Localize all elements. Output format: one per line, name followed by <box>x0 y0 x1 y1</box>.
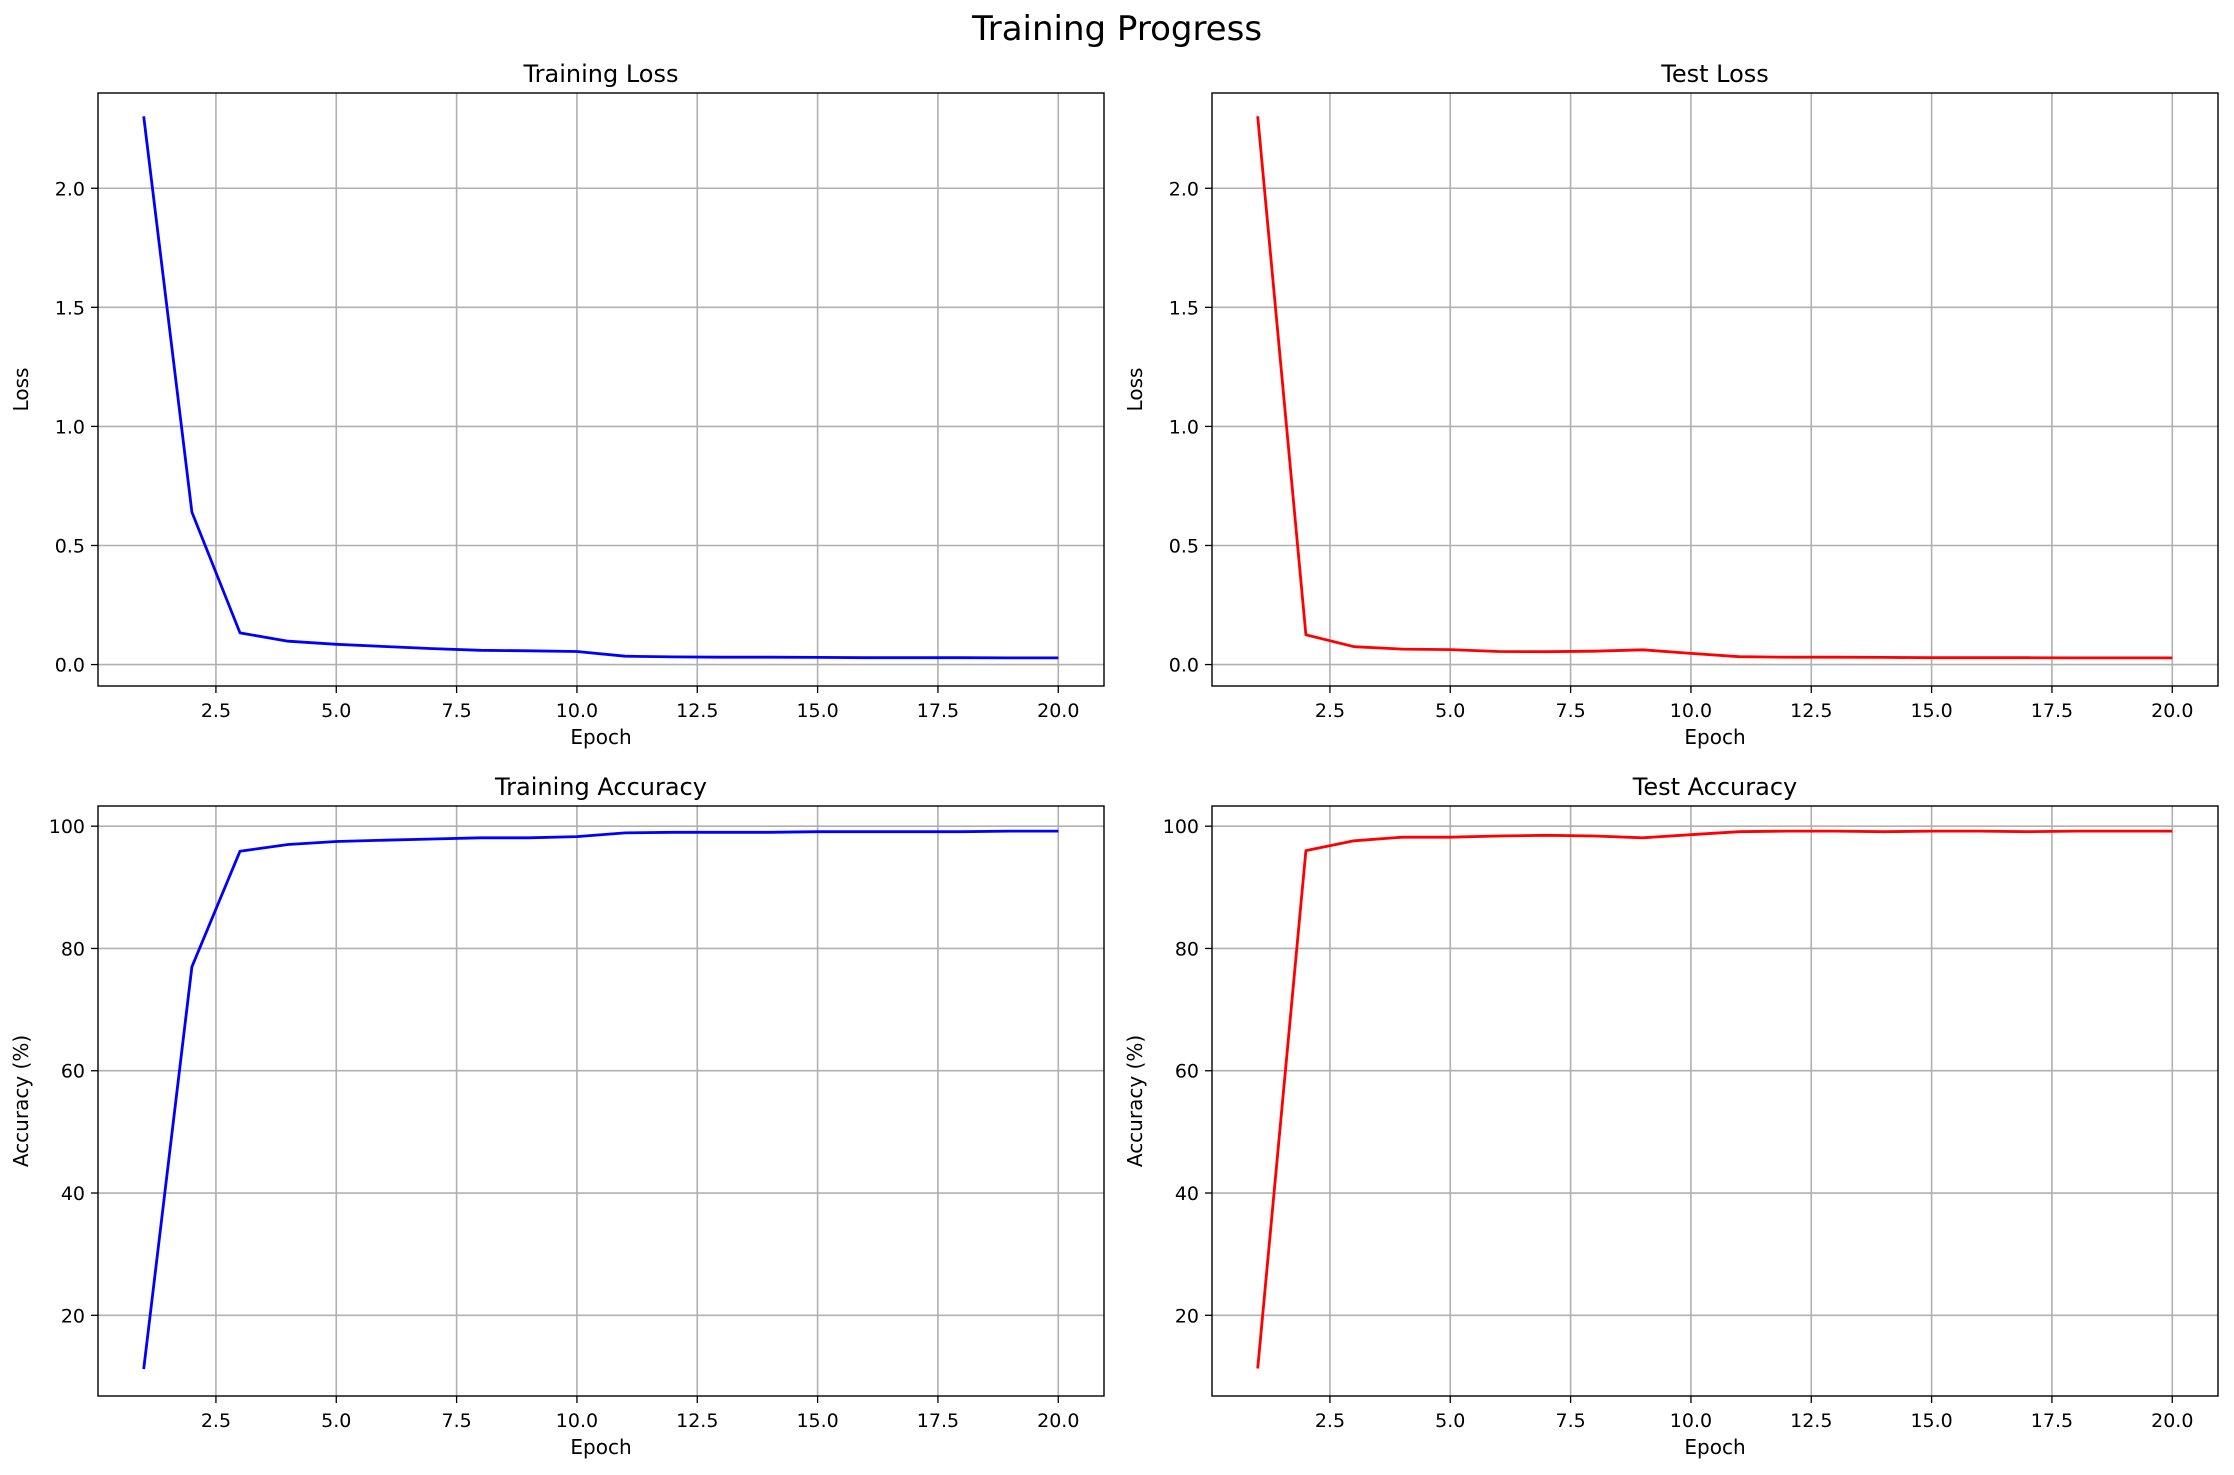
x-tick-label: 15.0 <box>796 700 838 722</box>
x-tick-label: 20.0 <box>2151 1410 2193 1432</box>
x-tick-label: 7.5 <box>1555 1410 1585 1432</box>
x-tick-label: 2.5 <box>201 1410 231 1432</box>
x-tick-label: 17.5 <box>917 1410 959 1432</box>
x-tick-label: 17.5 <box>917 700 959 722</box>
y-tick-label: 100 <box>1163 816 1199 838</box>
series-line <box>142 116 1059 660</box>
x-axis-label: Epoch <box>570 725 631 749</box>
x-tick-label: 5.0 <box>1435 1410 1465 1432</box>
x-tick-label: 2.5 <box>201 700 231 722</box>
axes-title: Training Accuracy <box>494 773 707 801</box>
y-axis-label: Loss <box>1123 368 1147 412</box>
y-tick-label: 20 <box>61 1305 85 1327</box>
x-tick-label: 2.5 <box>1315 700 1345 722</box>
x-tick-label: 15.0 <box>1910 700 1952 722</box>
x-tick-label: 10.0 <box>1670 1410 1712 1432</box>
axes-frame <box>97 805 1105 1397</box>
x-tick-label: 7.5 <box>441 700 471 722</box>
training-accuracy-panel: 2.5 5.0 7.5 10.0 12.5 15.0 17.5 20.0 20 40 60 80 100… <box>9 773 1105 1459</box>
series-line <box>142 829 1059 1370</box>
y-tick-label: 60 <box>1175 1061 1199 1083</box>
x-tick-label: 10.0 <box>1670 700 1712 722</box>
x-tick-label: 5.0 <box>321 1410 351 1432</box>
y-tick-label: 20 <box>1175 1305 1199 1327</box>
x-axis-label: Epoch <box>1684 725 1745 749</box>
x-axis-label: Epoch <box>1684 1435 1745 1459</box>
test-loss-panel: 2.5 5.0 7.5 10.0 12.5 15.0 17.5 20.0 0.0 0.5 1.0 1.… <box>1123 60 2219 749</box>
y-tick-label: 60 <box>61 1061 85 1083</box>
y-tick-label: 40 <box>1175 1183 1199 1205</box>
axes-frame <box>1211 805 2219 1397</box>
x-tick-label: 10.0 <box>556 1410 598 1432</box>
x-tick-label: 17.5 <box>2031 1410 2073 1432</box>
x-tick-label: 12.5 <box>676 1410 718 1432</box>
y-tick-label: 0.5 <box>55 535 85 557</box>
y-tick-label: 2.0 <box>55 178 85 200</box>
figure-title: Training Progress <box>971 9 1262 49</box>
y-tick-label: 1.5 <box>1169 297 1199 319</box>
x-tick-label: 7.5 <box>1555 700 1585 722</box>
test-accuracy-panel: 2.5 5.0 7.5 10.0 12.5 15.0 17.5 20.0 20 40 60 80 100… <box>1123 773 2219 1459</box>
y-tick-label: 80 <box>61 938 85 960</box>
x-tick-label: 12.5 <box>1790 1410 1832 1432</box>
x-tick-label: 17.5 <box>2031 700 2073 722</box>
y-axis-label: Accuracy (%) <box>9 1035 33 1167</box>
x-tick-label: 7.5 <box>441 1410 471 1432</box>
y-tick-label: 1.5 <box>55 297 85 319</box>
axes-title: Training Loss <box>523 60 679 88</box>
x-tick-label: 15.0 <box>1910 1410 1952 1432</box>
y-tick-label: 80 <box>1175 938 1199 960</box>
y-axis-label: Accuracy (%) <box>1123 1035 1147 1167</box>
x-tick-label: 20.0 <box>1037 700 1079 722</box>
y-tick-label: 1.0 <box>1169 416 1199 438</box>
x-tick-label: 20.0 <box>2151 700 2193 722</box>
x-tick-label: 12.5 <box>1790 700 1832 722</box>
x-tick-label: 5.0 <box>1435 700 1465 722</box>
y-tick-label: 40 <box>61 1183 85 1205</box>
x-tick-label: 20.0 <box>1037 1410 1079 1432</box>
axes-title: Test Loss <box>1660 60 1769 88</box>
y-tick-label: 2.0 <box>1169 178 1199 200</box>
axes-frame <box>1211 92 2219 687</box>
y-axis-label: Loss <box>9 368 33 412</box>
y-tick-label: 100 <box>49 816 85 838</box>
axes-frame <box>97 92 1105 687</box>
x-tick-label: 15.0 <box>796 1410 838 1432</box>
x-tick-label: 2.5 <box>1315 1410 1345 1432</box>
y-tick-label: 1.0 <box>55 416 85 438</box>
x-axis-label: Epoch <box>570 1435 631 1459</box>
training-loss-panel: 2.5 5.0 7.5 10.0 12.5 15.0 17.5 20.0 0.0 0.5 1.0 1.… <box>9 60 1105 749</box>
axes-title: Test Accuracy <box>1632 773 1797 801</box>
series-line <box>1256 116 2173 660</box>
series-line <box>1256 829 2173 1369</box>
x-tick-label: 12.5 <box>676 700 718 722</box>
y-tick-label: 0.0 <box>1169 655 1199 677</box>
y-tick-label: 0.0 <box>55 655 85 677</box>
x-tick-label: 5.0 <box>321 700 351 722</box>
x-tick-label: 10.0 <box>556 700 598 722</box>
y-tick-label: 0.5 <box>1169 535 1199 557</box>
